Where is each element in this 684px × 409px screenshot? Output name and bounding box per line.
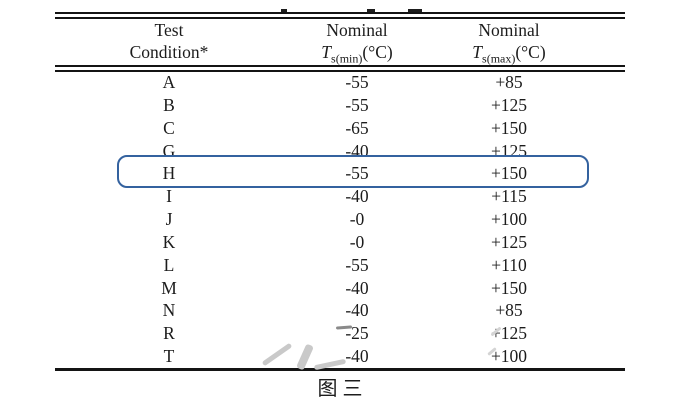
table-cell-condition: K bbox=[162, 231, 176, 252]
table-cell-condition: T bbox=[163, 346, 175, 367]
ts-max-subscript: s(max) bbox=[482, 51, 516, 66]
ts-min-subscript: s(min) bbox=[331, 51, 363, 66]
table-cell-condition: N bbox=[162, 300, 176, 321]
table-header-row-2: Condition* Ts(min)(°C) Ts(max)(°C) bbox=[55, 41, 625, 66]
table-cell-ts_min: -55 bbox=[345, 72, 369, 93]
table-cell-ts_max: +125 bbox=[490, 94, 528, 115]
table-bottom-rule bbox=[55, 368, 625, 371]
header-nominal-min: Nominal bbox=[326, 20, 388, 40]
highlight-box bbox=[117, 155, 589, 188]
table-cell-condition: R bbox=[163, 323, 175, 344]
table-cell-ts_min: -55 bbox=[345, 94, 369, 115]
figure-caption: 图 三 bbox=[317, 378, 363, 400]
table-row: L -55 +110 bbox=[55, 254, 625, 277]
table-cell-ts_max: +85 bbox=[495, 300, 523, 321]
table-row: A -55 +85 bbox=[55, 71, 625, 94]
table-row: N -40 +85 bbox=[55, 299, 625, 322]
table-cell-condition: I bbox=[166, 186, 172, 207]
table-cell-ts_min: -55 bbox=[345, 163, 369, 184]
table-cell-condition: B bbox=[163, 94, 175, 115]
table-cell-ts_min: -40 bbox=[345, 346, 369, 367]
table-cell-ts_max: +100 bbox=[490, 346, 528, 367]
table-cell-ts_max: +110 bbox=[491, 254, 527, 275]
table-cell-ts_min: -40 bbox=[345, 277, 369, 298]
table-cell-ts_min: -0 bbox=[349, 231, 365, 252]
header-nominal-max: Nominal bbox=[478, 20, 540, 40]
header-separator-rule-1 bbox=[55, 65, 625, 67]
table-cell-ts_max: +100 bbox=[490, 209, 528, 230]
table-cell-ts_max: +150 bbox=[490, 163, 528, 184]
header-ts-min: Ts(min)(°C) bbox=[283, 41, 431, 66]
table-cell-condition: C bbox=[163, 117, 175, 138]
header-test: Test bbox=[154, 20, 184, 40]
table-row: I -40 +115 bbox=[55, 185, 625, 208]
table-cell-ts_min: -40 bbox=[345, 300, 369, 321]
table-row: M -40 +150 bbox=[55, 277, 625, 300]
table-cell-ts_min: -0 bbox=[349, 209, 365, 230]
header-separator-rule-2 bbox=[55, 70, 625, 72]
table-cell-ts_max: +85 bbox=[495, 72, 523, 93]
cropped-text-remnant bbox=[408, 9, 422, 13]
table-body: A -55 +85 B -55 +125 C -65 +150 G -40 +125 H -55 +150 I… bbox=[55, 71, 625, 368]
cropped-text-remnant bbox=[281, 9, 287, 13]
table-cell-condition: M bbox=[161, 277, 177, 298]
table-header-row-1: Test Nominal Nominal bbox=[55, 19, 625, 41]
table-cell-ts_min: -65 bbox=[345, 117, 369, 138]
table-row: T -40 +100 bbox=[55, 345, 625, 368]
header-condition: Condition* bbox=[129, 42, 209, 62]
table-cell-ts_max: +150 bbox=[490, 117, 528, 138]
table-cell-ts_max: +115 bbox=[491, 186, 527, 207]
table-cell-condition: A bbox=[162, 72, 176, 93]
table-row: H -55 +150 bbox=[55, 162, 625, 185]
cropped-text-remnant bbox=[367, 9, 375, 13]
table-row: K -0 +125 bbox=[55, 231, 625, 254]
table-cell-ts_min: -25 bbox=[345, 323, 369, 344]
ts-max-unit: (°C) bbox=[515, 42, 546, 62]
table-row: J -0 +100 bbox=[55, 208, 625, 231]
table-cell-ts_max: +125 bbox=[490, 231, 528, 252]
table-row: B -55 +125 bbox=[55, 94, 625, 117]
table-row: R -25 +125 bbox=[55, 322, 625, 345]
ts-min-symbol: T bbox=[321, 42, 332, 62]
table-cell-ts_min: -55 bbox=[345, 254, 369, 275]
ts-max-symbol: T bbox=[472, 42, 483, 62]
table-cell-condition: J bbox=[165, 209, 173, 230]
table-top-rule-2 bbox=[55, 17, 625, 19]
table-top-rule-1 bbox=[55, 12, 625, 14]
table-cell-condition: L bbox=[163, 254, 175, 275]
table-cell-condition: H bbox=[162, 163, 176, 184]
table-row: C -65 +150 bbox=[55, 117, 625, 140]
header-ts-max: Ts(max)(°C) bbox=[431, 41, 625, 66]
table-cell-ts_max: +125 bbox=[490, 323, 528, 344]
table-cell-ts_max: +150 bbox=[490, 277, 528, 298]
ts-min-unit: (°C) bbox=[362, 42, 393, 62]
table-cell-ts_min: -40 bbox=[345, 186, 369, 207]
